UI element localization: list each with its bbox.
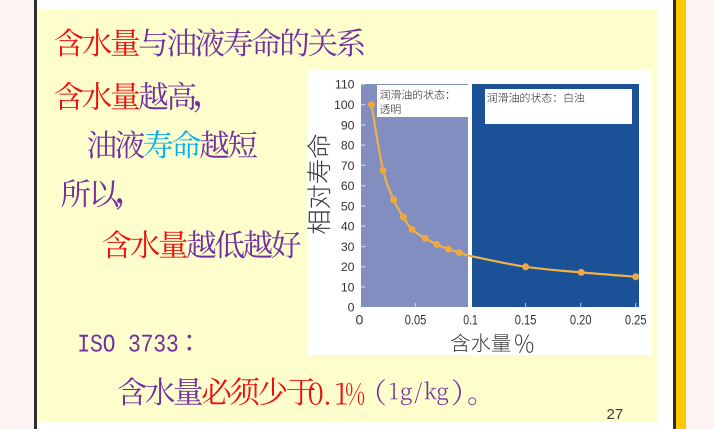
svg-text:0.05: 0.05 [405,311,427,327]
svg-text:0.15: 0.15 [515,311,537,327]
svg-text:0: 0 [356,311,364,327]
svg-text:60: 60 [341,179,355,193]
svg-text:0.1: 0.1 [463,311,478,327]
svg-text:27: 27 [607,406,624,423]
svg-text:80: 80 [341,139,355,153]
svg-text:0: 0 [348,301,355,315]
svg-text:90: 90 [341,118,355,132]
svg-text:110: 110 [335,78,355,92]
svg-text:40: 40 [341,220,355,234]
svg-text:50: 50 [341,199,355,213]
svg-text:10: 10 [341,280,355,294]
svg-text:20: 20 [341,260,355,274]
svg-text:100: 100 [334,98,355,112]
svg-text:30: 30 [341,240,355,254]
svg-text:70: 70 [341,159,355,173]
svg-text:0.25: 0.25 [625,311,647,327]
svg-text:0.20: 0.20 [570,311,592,327]
